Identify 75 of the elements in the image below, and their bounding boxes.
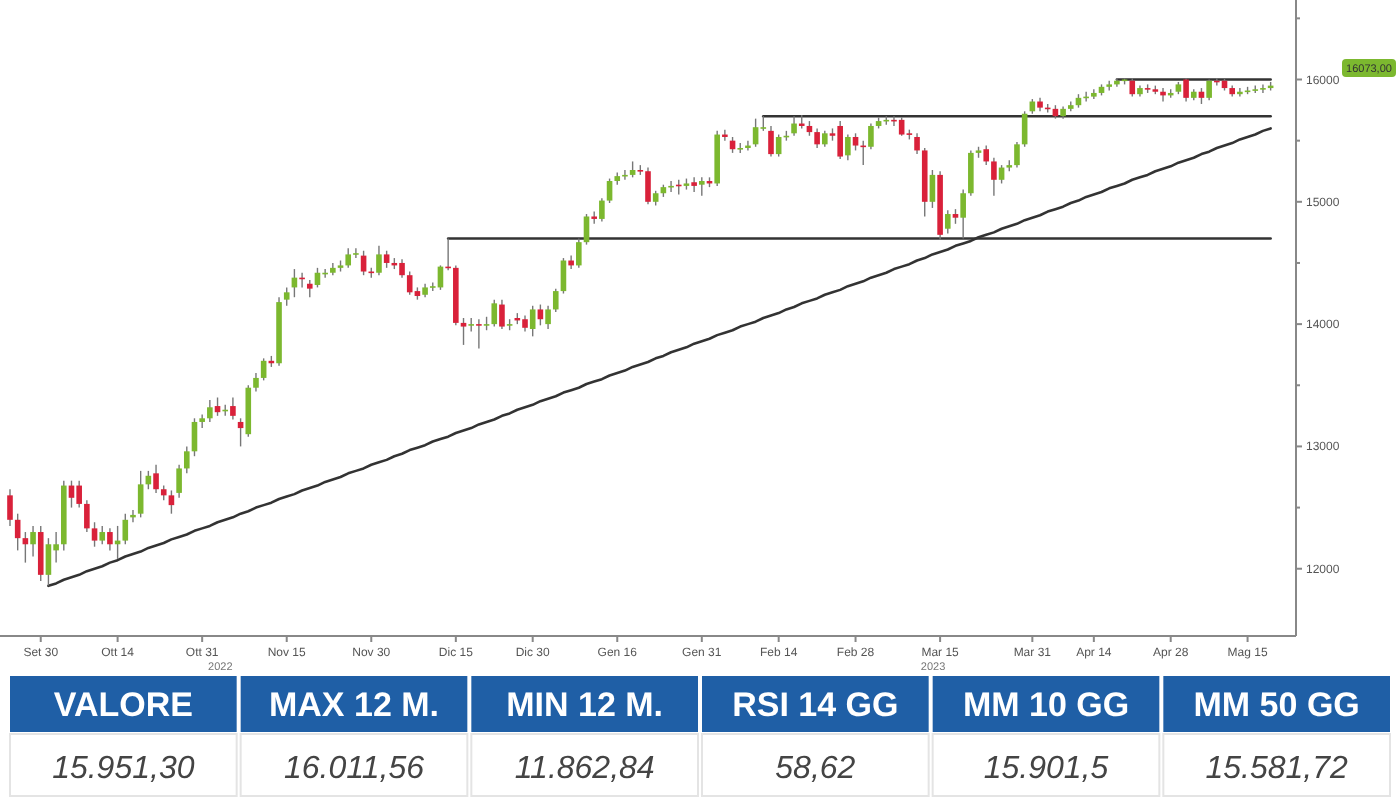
- candlestick: [791, 115, 797, 137]
- candlestick: [768, 125, 774, 158]
- candlestick: [7, 488, 13, 527]
- candlestick: [960, 188, 966, 240]
- candlestick: [153, 464, 159, 494]
- candlestick: [460, 317, 467, 346]
- candlestick: [529, 305, 536, 338]
- candlestick: [30, 525, 36, 558]
- candlestick: [399, 258, 405, 279]
- candlestick: [491, 298, 498, 328]
- candlestick: [99, 525, 106, 545]
- candlestick: [207, 399, 213, 423]
- candlestick: [499, 298, 505, 330]
- candlestick: [868, 122, 874, 150]
- candlestick: [1014, 141, 1020, 169]
- category-label: MM 50 GG: [1193, 686, 1360, 724]
- candlestick: [983, 144, 990, 166]
- candlestick: [668, 180, 674, 193]
- candlestick: [914, 132, 920, 155]
- line-series: [47, 127, 1272, 588]
- candlestick: [37, 525, 44, 582]
- candlestick: [230, 396, 236, 421]
- candlestick: [183, 445, 190, 475]
- candlestick: [1206, 78, 1212, 101]
- candlestick: [137, 470, 144, 519]
- candlestick: [583, 213, 590, 246]
- candlestick: [199, 413, 205, 429]
- candlestick: [345, 247, 352, 269]
- text: 58,62: [775, 752, 856, 786]
- candlestick: [845, 133, 851, 161]
- candlestick: [176, 464, 182, 499]
- candlestick: [168, 489, 175, 515]
- candlestick: [599, 197, 605, 223]
- candlestick: [360, 250, 367, 276]
- candlestick: [45, 537, 52, 587]
- candlestick: [476, 318, 482, 350]
- text: 15.901,5: [983, 752, 1109, 786]
- candlestick: [537, 303, 544, 327]
- candlestick: [968, 149, 974, 197]
- candlestick: [552, 287, 559, 313]
- text: 11.862,84: [514, 752, 655, 786]
- text: 15.951,30: [52, 752, 195, 786]
- candlestick: [545, 305, 551, 330]
- candlestick: [622, 169, 628, 181]
- candlestick: [122, 512, 129, 545]
- candlestick: [699, 176, 705, 197]
- candlestick: [1129, 77, 1136, 98]
- candlestick: [606, 177, 613, 204]
- candlestick: [645, 166, 651, 205]
- candlestick: [283, 286, 290, 307]
- candlestick: [376, 245, 382, 276]
- category-label: MM 10 GG: [962, 686, 1130, 724]
- candlestick: [1183, 77, 1189, 103]
- candlestick: [91, 521, 98, 548]
- candlestick: [944, 209, 951, 235]
- category-label: MAX 12 M.: [268, 686, 440, 724]
- category-label: MIN 12 M.: [506, 686, 664, 724]
- category-label: RSI 14 GG: [732, 686, 899, 724]
- candlestick: [837, 120, 843, 160]
- text: 15.581,72: [1205, 752, 1348, 786]
- candlestick: [591, 210, 597, 225]
- candlestick: [691, 176, 697, 193]
- category-label: VALORE: [53, 686, 193, 724]
- candlestick: [898, 116, 905, 137]
- candlestick: [253, 372, 259, 393]
- candlestick: [991, 157, 997, 197]
- candlestick: [576, 237, 582, 269]
- candlestick: [406, 270, 413, 296]
- candlestick: [353, 247, 359, 259]
- candlestick: [107, 527, 113, 552]
- candlestick: [245, 384, 252, 438]
- text: 16.011,56: [284, 752, 424, 786]
- candlestick: [814, 127, 820, 149]
- candlestick: [84, 499, 90, 533]
- candlestick: [76, 479, 82, 509]
